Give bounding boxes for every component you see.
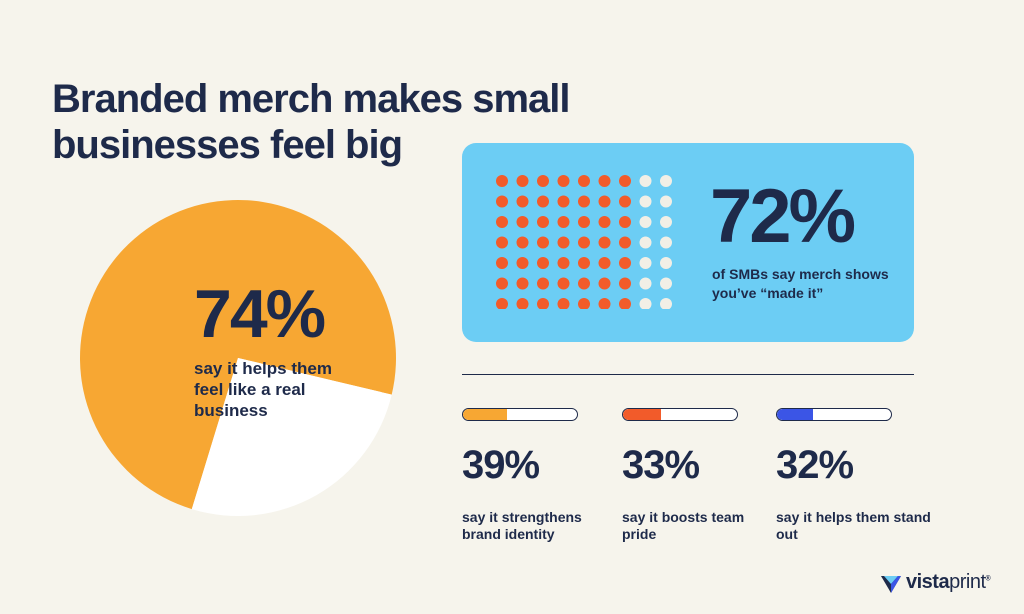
waffle-dot-empty [639,216,652,228]
waffle-dot-filled [537,216,549,228]
waffle-dot-empty [660,195,672,208]
waffle-dot-filled [578,195,590,208]
waffle-dot-empty [660,257,672,269]
progress-fill [463,409,508,420]
waffle-dot-empty [660,298,672,309]
waffle-percent-label: 72% [710,174,856,259]
waffle-dot-filled [578,236,590,249]
waffle-dot-filled [619,195,631,208]
brand-logo: vistaprint® [880,571,991,594]
waffle-dot-filled [578,277,590,290]
waffle-dot-filled [619,298,631,309]
progress-fill [623,409,661,420]
waffle-dot-empty [660,277,672,290]
waffle-dot-filled [537,298,549,309]
waffle-dot-filled [619,216,631,228]
stat-description: say it helps them stand out [776,509,931,542]
brand-name-part1: vista [906,571,950,593]
pie-chart [79,200,396,516]
stat-percent: 39% [462,443,540,487]
waffle-dot-empty [660,236,672,249]
waffle-dot-filled [496,277,508,290]
waffle-dot-filled [496,257,508,269]
divider [462,374,914,375]
waffle-dot-filled [537,277,549,290]
waffle-dot-filled [516,216,529,228]
pie-description: say it helps them feel like a real busin… [194,359,332,420]
waffle-dot-filled [619,175,631,187]
waffle-dot-filled [578,257,590,269]
waffle-dot-filled [516,195,529,208]
waffle-dot-filled [598,298,611,309]
waffle-dot-filled [516,277,529,290]
progress-bar [462,408,578,421]
stat-stand-out: 32% say it helps them stand out [776,408,936,543]
stat-team-pride: 33% say it boosts team pride [622,408,782,543]
stat-description: say it strengthens brand identity [462,509,582,542]
stat-brand-identity: 39% say it strengthens brand identity [462,408,622,543]
waffle-dot-filled [496,298,508,309]
progress-fill [777,409,814,420]
waffle-dot-filled [598,175,611,187]
waffle-dot-empty [639,175,652,187]
waffle-dot-filled [537,236,549,249]
waffle-dot-filled [557,257,570,269]
waffle-dot-filled [516,298,529,309]
waffle-dot-filled [598,195,611,208]
waffle-dot-empty [639,257,652,269]
waffle-grid [496,175,672,309]
waffle-dot-empty [639,298,652,309]
progress-bar [622,408,738,421]
waffle-dot-filled [598,257,611,269]
waffle-card: 72% of SMBs say merch shows you’ve “made… [462,143,914,342]
waffle-dot-filled [619,257,631,269]
waffle-dot-filled [557,216,570,228]
pie-stat: 74% say it helps them feel like a real b… [194,276,394,421]
waffle-dot-filled [516,175,529,187]
page-title: Branded merch makes small businesses fee… [52,77,570,167]
progress-bar [776,408,892,421]
stat-percent: 33% [622,443,700,487]
waffle-dot-filled [496,216,508,228]
waffle-dot-filled [578,175,590,187]
waffle-dot-filled [598,216,611,228]
waffle-dot-filled [557,277,570,290]
pie-slice-rest [191,358,392,516]
waffle-dot-empty [639,277,652,290]
vistaprint-logo-icon [881,575,901,593]
pie-slice-main [79,200,396,510]
waffle-dot-filled [516,257,529,269]
waffle-dot-filled [619,236,631,249]
waffle-dot-filled [496,195,508,208]
waffle-dot-filled [598,277,611,290]
stat-percent: 32% [776,443,854,487]
waffle-dot-filled [516,236,529,249]
waffle-dot-empty [639,236,652,249]
stat-description: say it boosts team pride [622,509,745,542]
waffle-dot-filled [557,195,570,208]
waffle-dot-filled [537,257,549,269]
waffle-dot-empty [660,216,672,228]
waffle-dot-filled [619,277,631,290]
waffle-dot-filled [557,298,570,309]
waffle-dot-filled [537,195,549,208]
waffle-dot-filled [557,236,570,249]
waffle-dot-filled [578,298,590,309]
waffle-dot-filled [537,175,549,187]
waffle-dot-empty [660,175,672,187]
waffle-dot-filled [557,175,570,187]
waffle-description: of SMBs say merch shows you’ve “made it” [712,266,889,301]
waffle-dot-filled [496,236,508,249]
pie-percent-label: 74% [194,276,326,352]
waffle-dot-filled [496,175,508,187]
brand-name: vistaprint® [906,571,991,594]
brand-name-part2: print [949,571,986,593]
brand-reg: ® [985,575,991,583]
waffle-dot-filled [598,236,611,249]
waffle-dot-filled [578,216,590,228]
waffle-dot-empty [639,195,652,208]
